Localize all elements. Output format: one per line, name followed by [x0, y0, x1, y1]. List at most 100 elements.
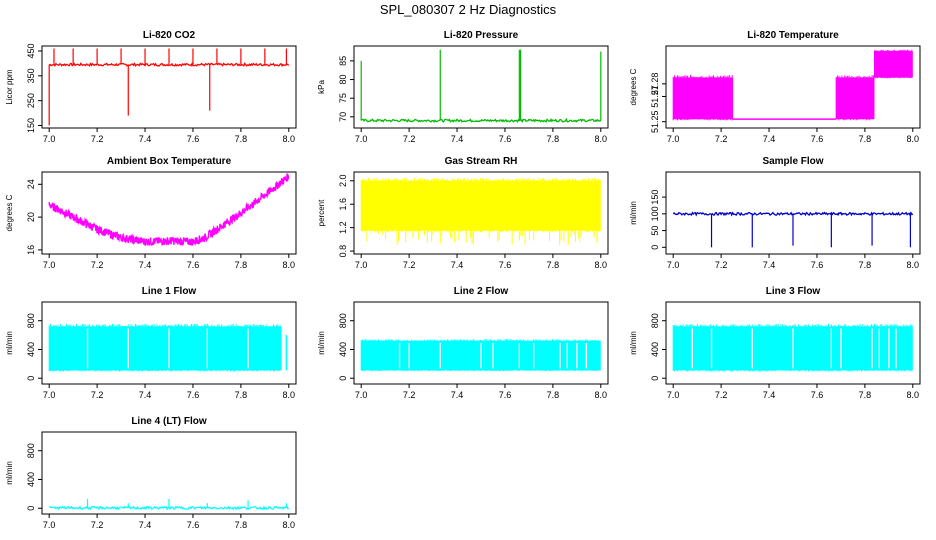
x-tick-label: 7.0 [43, 520, 56, 530]
plot-frame [353, 171, 609, 255]
plot-frame [665, 171, 921, 255]
data-series [672, 49, 913, 121]
x-tick-label: 8.0 [283, 390, 296, 400]
chart-panel-10: Line 4 (LT) Flow ml/min 7.0 7.2 7.4 7.6 7.8 8.0… [5, 416, 297, 530]
x-tick-label: 7.6 [811, 260, 824, 270]
y-tick-label: 70 [338, 112, 348, 122]
y-tick-label: 16 [26, 245, 36, 255]
x-tick-label: 8.0 [907, 260, 920, 270]
y-tick-label: 0 [650, 376, 660, 381]
chart-panel-5: Gas Stream RH percent 7.0 7.2 7.4 7.6 7.8 8.0 0.… [317, 156, 609, 270]
chart-title: Ambient Box Temperature [107, 156, 232, 167]
plot-frame [665, 301, 921, 385]
y-tick-label: 250 [26, 93, 36, 108]
x-tick-label: 7.8 [235, 520, 248, 530]
x-tick-label: 7.8 [235, 134, 248, 144]
x-tick-label: 7.0 [43, 390, 56, 400]
chart-title: Gas Stream RH [445, 156, 518, 167]
chart-panel-9: Line 3 Flow ml/min 7.0 7.2 7.4 7.6 7.8 8.0 0 400 8… [629, 286, 921, 400]
x-tick-label: 7.4 [139, 520, 152, 530]
x-tick-label: 7.2 [403, 134, 416, 144]
data-series [360, 339, 601, 372]
y-axis-label: degrees C [629, 68, 638, 105]
chart-panel-8: Line 2 Flow ml/min 7.0 7.2 7.4 7.6 7.8 8.0 0 400 8… [317, 286, 609, 400]
y-tick-label: 800 [338, 313, 348, 328]
x-tick-label: 7.2 [403, 390, 416, 400]
data-series [672, 323, 913, 372]
x-tick-label: 7.4 [763, 260, 776, 270]
y-axis-label: ml/min [317, 331, 326, 355]
y-tick-label: 450 [26, 43, 36, 58]
x-tick-label: 7.2 [91, 390, 104, 400]
y-tick-label: 400 [338, 342, 348, 357]
y-tick-label: 400 [26, 472, 36, 487]
x-tick-label: 7.4 [763, 134, 776, 144]
x-tick-label: 7.0 [43, 260, 56, 270]
y-axis-label: degrees C [5, 194, 14, 231]
y-tick-label: 400 [650, 342, 660, 357]
data-series [48, 173, 290, 247]
y-tick-label: 51.28 [650, 73, 660, 96]
y-tick-label: 0 [26, 376, 36, 381]
plot-frame [353, 45, 609, 129]
y-tick-label: 400 [26, 342, 36, 357]
x-tick-label: 7.6 [499, 390, 512, 400]
x-tick-label: 8.0 [283, 520, 296, 530]
chart-title: Li-820 CO2 [143, 30, 196, 41]
y-tick-label: 20 [26, 212, 36, 222]
chart-panel-1: Li-820 CO2 Licor ppm 7.0 7.2 7.4 7.6 7.8 8.0 150… [5, 30, 297, 144]
plot-frame [41, 301, 297, 385]
series-line [49, 62, 290, 68]
y-tick-label: 1.6 [338, 198, 348, 211]
series-line [360, 117, 602, 124]
y-tick-label: 350 [26, 68, 36, 83]
x-tick-label: 7.2 [91, 260, 104, 270]
y-tick-label: 2.0 [338, 175, 348, 188]
y-tick-label: 150 [650, 190, 660, 205]
x-tick-label: 7.0 [355, 134, 368, 144]
chart-title: Sample Flow [762, 156, 823, 167]
data-series [48, 498, 290, 511]
plot-frame [41, 171, 297, 255]
x-tick-label: 7.4 [139, 390, 152, 400]
x-tick-label: 7.8 [547, 134, 560, 144]
y-axis-label: ml/min [5, 331, 14, 355]
x-tick-label: 7.2 [715, 134, 728, 144]
y-tick-label: 100 [650, 206, 660, 221]
x-tick-label: 7.4 [451, 134, 464, 144]
y-axis-label: percent [317, 199, 326, 226]
y-tick-label: 0 [650, 245, 660, 250]
chart-title: Line 3 Flow [766, 286, 821, 297]
chart-panel-3: Li-820 Temperature degrees C 7.0 7.2 7.4 7.6 7… [629, 30, 921, 144]
chart-title: Line 4 (LT) Flow [131, 416, 207, 427]
y-axis-label: ml/min [5, 461, 14, 485]
data-series [672, 211, 914, 248]
y-tick-label: 85 [338, 56, 348, 66]
x-tick-label: 8.0 [595, 134, 608, 144]
x-tick-label: 7.6 [187, 520, 200, 530]
x-tick-label: 7.6 [187, 260, 200, 270]
x-tick-label: 7.4 [139, 260, 152, 270]
x-tick-label: 7.4 [451, 260, 464, 270]
chart-panel-7: Line 1 Flow ml/min 7.0 7.2 7.4 7.6 7.8 8.0 0 400 8… [5, 286, 297, 400]
x-tick-label: 8.0 [283, 260, 296, 270]
x-tick-label: 7.8 [547, 390, 560, 400]
x-tick-label: 7.8 [235, 390, 248, 400]
x-tick-label: 7.0 [355, 390, 368, 400]
x-tick-label: 8.0 [907, 390, 920, 400]
x-tick-label: 7.0 [667, 260, 680, 270]
plot-frame [353, 301, 609, 385]
x-tick-label: 7.4 [763, 390, 776, 400]
x-tick-label: 7.2 [403, 260, 416, 270]
chart-panel-4: Ambient Box Temperature degrees C 7.0 7.2 7.… [5, 156, 297, 270]
chart-panel-2: Li-820 Pressure kPa 7.0 7.2 7.4 7.6 7.8 8.0 70 75… [317, 30, 609, 144]
chart-title: Li-820 Pressure [444, 30, 519, 41]
x-tick-label: 7.8 [859, 134, 872, 144]
x-tick-label: 7.6 [811, 134, 824, 144]
y-axis-label: ml/min [629, 201, 638, 225]
x-tick-label: 7.2 [91, 520, 104, 530]
y-tick-label: 0.8 [338, 245, 348, 258]
x-tick-label: 7.6 [499, 134, 512, 144]
series-line [48, 173, 290, 247]
